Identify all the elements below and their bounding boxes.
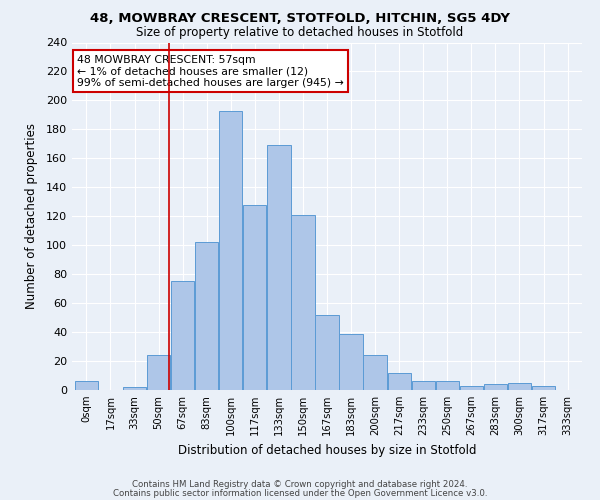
Bar bbox=[484, 384, 507, 390]
Bar bbox=[171, 282, 194, 390]
Bar bbox=[75, 382, 98, 390]
Bar bbox=[532, 386, 555, 390]
Text: Size of property relative to detached houses in Stotfold: Size of property relative to detached ho… bbox=[136, 26, 464, 39]
Bar bbox=[291, 215, 314, 390]
Bar bbox=[340, 334, 363, 390]
Text: Contains HM Land Registry data © Crown copyright and database right 2024.: Contains HM Land Registry data © Crown c… bbox=[132, 480, 468, 489]
Bar bbox=[364, 355, 387, 390]
Bar bbox=[388, 372, 411, 390]
Y-axis label: Number of detached properties: Number of detached properties bbox=[25, 123, 38, 309]
Bar bbox=[460, 386, 483, 390]
Text: Contains public sector information licensed under the Open Government Licence v3: Contains public sector information licen… bbox=[113, 489, 487, 498]
Bar bbox=[267, 146, 290, 390]
Bar bbox=[412, 382, 435, 390]
Text: 48 MOWBRAY CRESCENT: 57sqm
← 1% of detached houses are smaller (12)
99% of semi-: 48 MOWBRAY CRESCENT: 57sqm ← 1% of detac… bbox=[77, 54, 344, 88]
Bar bbox=[123, 387, 146, 390]
Bar bbox=[195, 242, 218, 390]
Text: 48, MOWBRAY CRESCENT, STOTFOLD, HITCHIN, SG5 4DY: 48, MOWBRAY CRESCENT, STOTFOLD, HITCHIN,… bbox=[90, 12, 510, 26]
Bar bbox=[436, 382, 459, 390]
Bar bbox=[219, 110, 242, 390]
Bar bbox=[147, 355, 170, 390]
Bar bbox=[316, 314, 338, 390]
Bar bbox=[508, 383, 531, 390]
X-axis label: Distribution of detached houses by size in Stotfold: Distribution of detached houses by size … bbox=[178, 444, 476, 456]
Bar bbox=[243, 204, 266, 390]
